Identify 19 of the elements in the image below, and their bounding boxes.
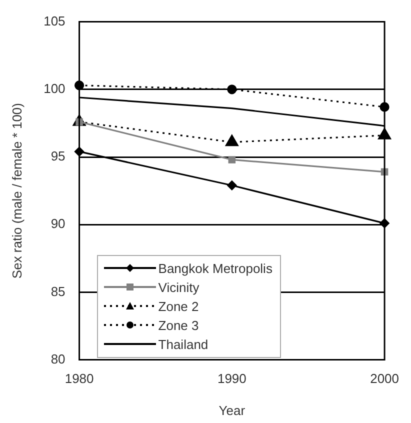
y-tick-label: 90 [50, 216, 66, 232]
legend-label: Zone 3 [158, 318, 199, 333]
x-tick-label: 1980 [64, 371, 94, 386]
y-tick-label: 105 [44, 13, 66, 28]
legend-label: Zone 2 [158, 298, 199, 314]
x-tick-label: 2000 [370, 371, 399, 386]
x-axis-title: Year [218, 402, 246, 418]
x-tick-label: 1990 [217, 371, 246, 386]
legend-label: Vicinity [158, 280, 200, 295]
point [228, 156, 236, 164]
legend-label: Thailand [158, 336, 208, 352]
y-tick-label: 85 [50, 284, 66, 299]
y-tick-label: 80 [50, 351, 66, 366]
y-tick-label: 100 [44, 80, 66, 96]
point [227, 84, 237, 94]
legend-label: Bangkok Metropolis [158, 260, 272, 276]
y-axis-title: Sex ratio (male / female * 100) [9, 103, 24, 279]
y-tick-label: 95 [50, 148, 66, 164]
point [227, 180, 237, 190]
